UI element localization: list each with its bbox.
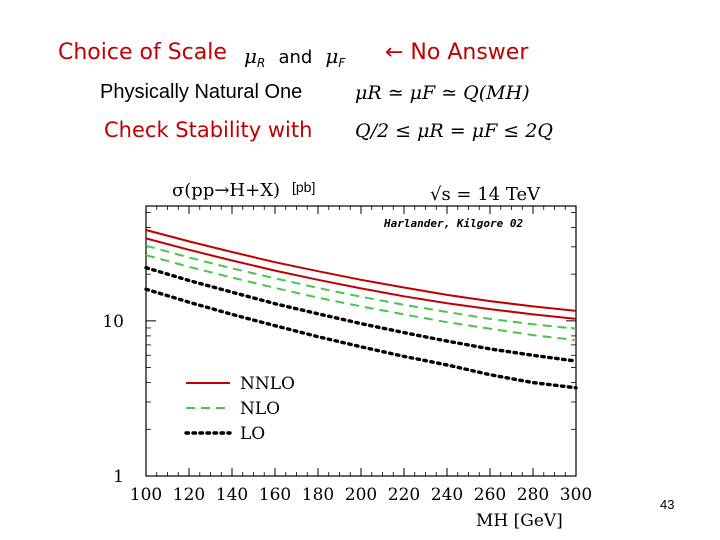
series-lo-upper	[144, 265, 578, 363]
x-tick-label: 240	[431, 485, 463, 505]
stability-range-formula: Q/2 ≤ μR = μF ≤ 2Q	[355, 120, 553, 142]
scale-symbols: μR and μF	[244, 44, 345, 70]
x-tick-label: 300	[560, 485, 592, 505]
natural-scale-formula: μR ≃ μF ≃ Q(MH)	[355, 82, 530, 104]
x-tick-label: 180	[302, 485, 334, 505]
x-tick-label: 220	[388, 485, 420, 505]
x-tick-label: 280	[517, 485, 549, 505]
unit-label: [pb]	[292, 179, 315, 195]
energy-label: √s = 14 TeV	[430, 184, 541, 205]
no-answer-label: ← No Answer	[385, 40, 529, 65]
mu-f-subscript: F	[338, 56, 346, 70]
x-tick-label: 200	[345, 485, 377, 505]
cross-section-chart: 100 120 140 160 180 200 220 240 260 280 300 1 10 NNL…	[102, 179, 592, 531]
series-nlo-lower	[145, 254, 577, 342]
x-tick-label: 100	[130, 485, 162, 505]
x-tick-label: 140	[216, 485, 248, 505]
and-word: and	[278, 47, 313, 68]
series-lo-lower	[144, 287, 578, 390]
mu-r-symbol: μ	[244, 44, 257, 68]
check-stability-label: Check Stability with	[104, 118, 313, 142]
y-tick-label: 1	[113, 467, 124, 487]
y-tick-label: 10	[102, 312, 124, 332]
curves	[144, 229, 578, 390]
axis-ticks: 100 120 140 160 180 200 220 240 260 280 300 1 10	[102, 206, 592, 505]
mu-f-symbol: μ	[325, 44, 339, 68]
mu-r-subscript: R	[257, 56, 266, 70]
x-tick-label: 260	[474, 485, 506, 505]
series-nlo-upper	[145, 244, 577, 330]
choice-of-scale-label: Choice of Scale	[58, 40, 227, 65]
legend-label-nnlo: NNLO	[240, 374, 295, 394]
x-tick-label: 120	[173, 485, 205, 505]
x-tick-label: 160	[259, 485, 291, 505]
page-number: 43	[660, 497, 675, 512]
legend-label-lo: LO	[240, 424, 265, 444]
x-axis-label: MH [GeV]	[476, 511, 563, 531]
legend-label-nlo: NLO	[240, 399, 280, 419]
reference-annotation: Harlander, Kilgore 02	[383, 217, 523, 230]
chart-title: σ(pp→H+X)	[172, 180, 280, 201]
series-nnlo-lower	[145, 237, 577, 320]
physically-natural-label: Physically Natural One	[100, 81, 303, 103]
legend: NNLO NLO LO	[184, 374, 295, 444]
series-nnlo-upper	[145, 229, 577, 312]
